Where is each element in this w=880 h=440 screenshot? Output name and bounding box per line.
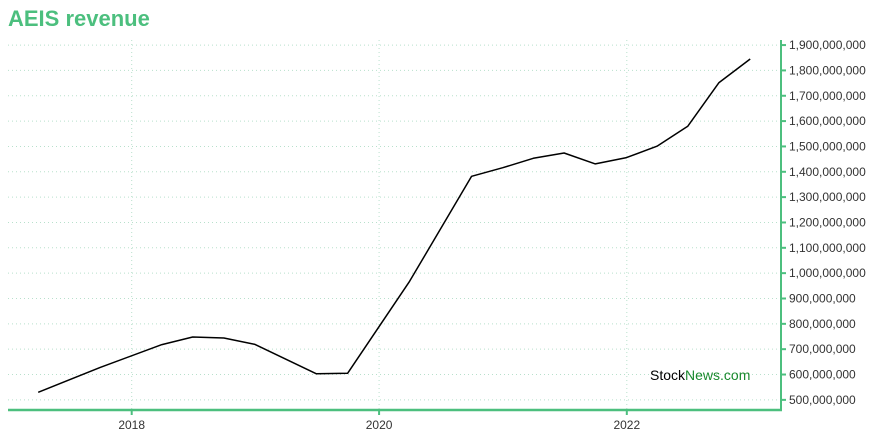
y-tick-label: 1,300,000,000 <box>789 190 866 204</box>
y-tick-label: 700,000,000 <box>789 342 856 356</box>
watermark: StockNews.com <box>650 367 750 383</box>
x-tick-label: 2020 <box>366 418 393 432</box>
watermark-dotcom: .com <box>720 367 750 383</box>
x-axis-ticks: 2018 2020 2022 <box>118 410 640 432</box>
x-tick-label: 2022 <box>613 418 640 432</box>
y-tick-label: 1,100,000,000 <box>789 241 866 255</box>
y-tick-label: 1,400,000,000 <box>789 165 866 179</box>
y-tick-label: 900,000,000 <box>789 291 856 305</box>
y-tick-label: 1,200,000,000 <box>789 215 866 229</box>
y-axis-ticks: 500,000,000 600,000,000 700,000,000 800,000… <box>781 38 866 407</box>
grid-lines <box>8 40 781 410</box>
y-tick-label: 1,800,000,000 <box>789 63 866 77</box>
x-tick-label: 2018 <box>118 418 145 432</box>
chart-title: AEIS revenue <box>8 6 150 31</box>
y-tick-label: 1,700,000,000 <box>789 89 866 103</box>
y-tick-label: 1,900,000,000 <box>789 38 866 52</box>
series-group <box>37 58 751 393</box>
y-tick-label: 600,000,000 <box>789 368 856 382</box>
watermark-stock: Stock <box>650 367 686 383</box>
watermark-news: News <box>685 367 720 383</box>
y-tick-label: 1,500,000,000 <box>789 139 866 153</box>
revenue-series-line <box>37 58 751 393</box>
y-tick-label: 1,600,000,000 <box>789 114 866 128</box>
y-tick-label: 800,000,000 <box>789 317 856 331</box>
y-tick-label: 1,000,000,000 <box>789 266 866 280</box>
y-tick-label: 500,000,000 <box>789 393 856 407</box>
